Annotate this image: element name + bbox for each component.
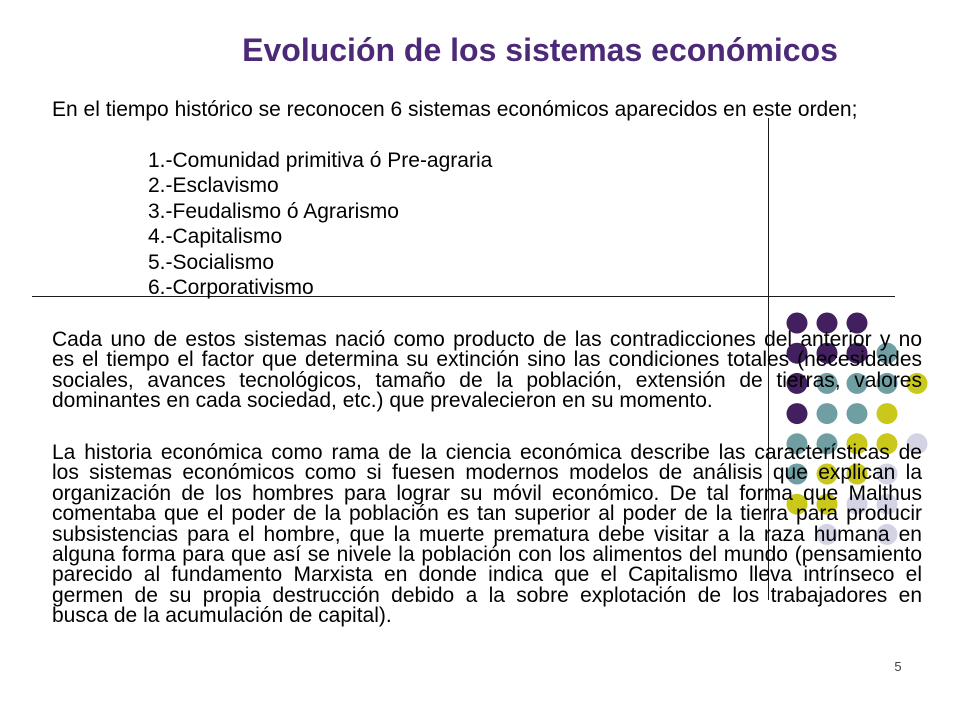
decorative-dot-lavender bbox=[816, 523, 838, 545]
paragraph-line: Cada uno de estos sistemas nació como pr… bbox=[52, 328, 922, 351]
decorative-dot-lavender bbox=[876, 493, 898, 515]
paragraph-line: comentaba que el poder de la población e… bbox=[52, 502, 922, 526]
paragraph-line: sociales, avances tecnológicos, tamaño d… bbox=[52, 368, 922, 392]
decorative-dot-teal bbox=[816, 372, 838, 394]
decorative-dot-teal bbox=[846, 372, 868, 394]
list-item: 2.-Esclavismo bbox=[148, 174, 279, 198]
decorative-dot-purple bbox=[786, 342, 808, 364]
decorative-dot-yellow bbox=[816, 493, 838, 515]
decorative-dot-teal bbox=[786, 433, 808, 455]
decorative-dot-teal bbox=[876, 342, 898, 364]
decorative-dot-lavender bbox=[906, 433, 928, 455]
paragraph-economic-history: La historia económica como rama de la ci… bbox=[52, 441, 922, 628]
list-item: 1.-Comunidad primitiva ó Pre-agraria bbox=[148, 149, 493, 172]
paragraph-line: dominantes en cada sociedad, etc.) que p… bbox=[52, 388, 713, 412]
page-number: 5 bbox=[894, 659, 902, 674]
decorative-dot-yellow bbox=[846, 463, 868, 485]
decorative-dot-teal bbox=[876, 372, 898, 394]
decorative-dot-teal bbox=[846, 403, 868, 425]
paragraph-line: subsistencias para el hombre, que la mue… bbox=[52, 522, 922, 546]
decorative-dot-purple bbox=[786, 372, 808, 394]
list-item: 6.-Corporativismo bbox=[148, 275, 314, 299]
dot-pattern bbox=[786, 312, 928, 545]
economic-systems-list: 1.-Comunidad primitiva ó Pre-agraria 2.-… bbox=[148, 148, 492, 300]
paragraph-line: es el tiempo el factor que determina su … bbox=[52, 348, 922, 372]
intro-text: En el tiempo histórico se reconocen 6 si… bbox=[52, 98, 858, 121]
paragraph-line: parecido al fundamento Marxista en donde… bbox=[52, 563, 922, 587]
decorative-dot-yellow bbox=[786, 493, 808, 515]
decorative-dot-yellow bbox=[876, 403, 898, 425]
decorative-dot-teal bbox=[786, 463, 808, 485]
decorative-dot-yellow bbox=[816, 463, 838, 485]
paragraph-line: los sistemas económicos como si fuesen m… bbox=[52, 461, 922, 485]
paragraph-line: alguna forma para que así se nivele la p… bbox=[52, 542, 922, 566]
decorative-dot-teal bbox=[816, 433, 838, 455]
decorative-dot-purple bbox=[846, 342, 868, 364]
list-item: 5.-Socialismo bbox=[148, 250, 275, 274]
list-item: 4.-Capitalismo bbox=[148, 225, 283, 249]
page-title: Evolución de los sistemas económicos bbox=[242, 32, 838, 68]
decorative-dot-purple bbox=[786, 312, 808, 334]
decorative-dot-purple bbox=[816, 342, 838, 364]
decorative-dot-purple bbox=[846, 312, 868, 334]
decorative-dot-yellow bbox=[846, 433, 868, 455]
paragraph-line: organización de los hombres para lograr … bbox=[52, 481, 922, 505]
decorative-dot-yellow bbox=[906, 372, 928, 394]
decorative-dot-lavender bbox=[846, 493, 868, 515]
paragraph-systems-origin: Cada uno de estos sistemas nació como pr… bbox=[52, 328, 922, 412]
paragraph-line: germen de su propia destrucción debido a… bbox=[52, 583, 922, 607]
decorative-dot-purple bbox=[816, 312, 838, 334]
list-item: 3.-Feudalismo ó Agrarismo bbox=[148, 199, 399, 223]
decorative-dot-lavender bbox=[876, 463, 898, 485]
decorative-dot-lavender bbox=[876, 523, 898, 545]
decorative-dot-teal bbox=[816, 403, 838, 425]
decorative-dot-purple bbox=[786, 403, 808, 425]
decorative-dot-yellow bbox=[876, 433, 898, 455]
paragraph-line: La historia económica como rama de la ci… bbox=[52, 441, 922, 464]
paragraph-line: busca de la acumulación de capital). bbox=[52, 604, 392, 628]
